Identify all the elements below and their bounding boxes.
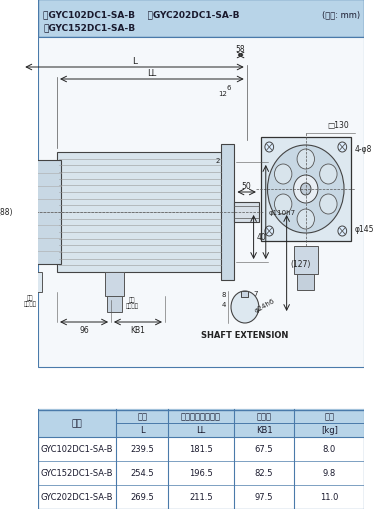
Circle shape — [338, 227, 346, 237]
Bar — [38, 409, 364, 509]
Text: 82.5: 82.5 — [255, 469, 273, 477]
Text: 8.0: 8.0 — [322, 445, 336, 454]
Text: 質量: 質量 — [324, 412, 334, 420]
Text: 50: 50 — [242, 182, 252, 191]
Text: 6: 6 — [226, 85, 231, 91]
Bar — [33, 161, 62, 265]
Circle shape — [297, 150, 315, 169]
Bar — [22, 171, 33, 254]
Text: 寸法（フランジ）: 寸法（フランジ） — [181, 412, 221, 420]
Text: 181.5: 181.5 — [189, 445, 213, 454]
Text: 239.5: 239.5 — [130, 445, 154, 454]
Text: GYC202DC1-SA-B: GYC202DC1-SA-B — [41, 493, 113, 501]
Circle shape — [267, 146, 344, 234]
Text: 4-φ8: 4-φ8 — [354, 145, 372, 154]
Bar — [38, 409, 364, 437]
Text: L: L — [140, 426, 145, 435]
Circle shape — [338, 143, 346, 153]
Circle shape — [265, 227, 274, 237]
Text: [kg]: [kg] — [321, 426, 338, 435]
Text: 12: 12 — [218, 91, 227, 97]
Text: SHAFT EXTENSION: SHAFT EXTENSION — [201, 331, 289, 340]
Text: 8: 8 — [221, 292, 226, 297]
Text: 40: 40 — [256, 233, 266, 242]
Text: L: L — [132, 57, 137, 66]
Text: φ145: φ145 — [354, 225, 374, 234]
Circle shape — [297, 210, 315, 230]
Text: 254.5: 254.5 — [130, 469, 154, 477]
Text: 7: 7 — [254, 291, 258, 296]
Circle shape — [274, 194, 292, 215]
Text: 96: 96 — [79, 325, 89, 334]
Text: 端子部: 端子部 — [256, 412, 272, 420]
Circle shape — [265, 143, 274, 153]
Bar — [106, 296, 122, 313]
Bar — [38, 0, 364, 38]
Text: KB1: KB1 — [130, 325, 146, 334]
Bar — [294, 246, 318, 274]
Circle shape — [320, 165, 337, 185]
Text: KB1: KB1 — [256, 426, 272, 435]
Text: 269.5: 269.5 — [130, 493, 154, 501]
Circle shape — [300, 184, 311, 195]
Bar — [220, 145, 234, 280]
Text: ・GYC152DC1-SA-B: ・GYC152DC1-SA-B — [43, 23, 135, 32]
Text: LL: LL — [196, 426, 206, 435]
Text: GYC152DC1-SA-B: GYC152DC1-SA-B — [41, 469, 113, 477]
Text: ・GYC102DC1-SA-B    ・GYC202DC1-SA-B: ・GYC102DC1-SA-B ・GYC202DC1-SA-B — [43, 10, 240, 19]
Bar — [38, 38, 364, 367]
Text: (単位: mm): (単位: mm) — [321, 10, 360, 19]
Text: 2: 2 — [216, 158, 220, 164]
Text: 信号
コネクタ: 信号 コネクタ — [24, 294, 37, 306]
Text: GYC102DC1-SA-B: GYC102DC1-SA-B — [41, 445, 113, 454]
Bar — [57, 153, 222, 272]
Text: 196.5: 196.5 — [189, 469, 213, 477]
Bar — [297, 274, 315, 291]
Text: LL: LL — [147, 69, 156, 78]
Circle shape — [320, 194, 337, 215]
Text: 67.5: 67.5 — [255, 445, 273, 454]
Circle shape — [294, 176, 318, 204]
Text: (127): (127) — [290, 259, 310, 268]
Text: 全長: 全長 — [137, 412, 147, 420]
Text: φ110h7: φ110h7 — [268, 210, 296, 216]
Text: φ24h6: φ24h6 — [254, 297, 276, 314]
Text: 58: 58 — [236, 45, 245, 54]
Bar — [242, 292, 248, 297]
Bar — [234, 203, 259, 222]
Text: 211.5: 211.5 — [189, 493, 213, 501]
Bar — [32, 272, 42, 293]
Text: □130: □130 — [327, 121, 349, 130]
Text: 11.0: 11.0 — [320, 493, 338, 501]
Circle shape — [274, 165, 292, 185]
Text: 4: 4 — [221, 301, 226, 307]
Text: 97.5: 97.5 — [255, 493, 273, 501]
Text: 9.8: 9.8 — [322, 469, 336, 477]
Bar — [261, 138, 351, 242]
Bar — [38, 0, 364, 38]
Bar — [105, 272, 124, 296]
Text: 動力
コネクタ: 動力 コネクタ — [126, 296, 139, 308]
Text: 形式: 形式 — [72, 419, 82, 428]
Text: (88): (88) — [0, 208, 13, 217]
Circle shape — [231, 292, 259, 323]
